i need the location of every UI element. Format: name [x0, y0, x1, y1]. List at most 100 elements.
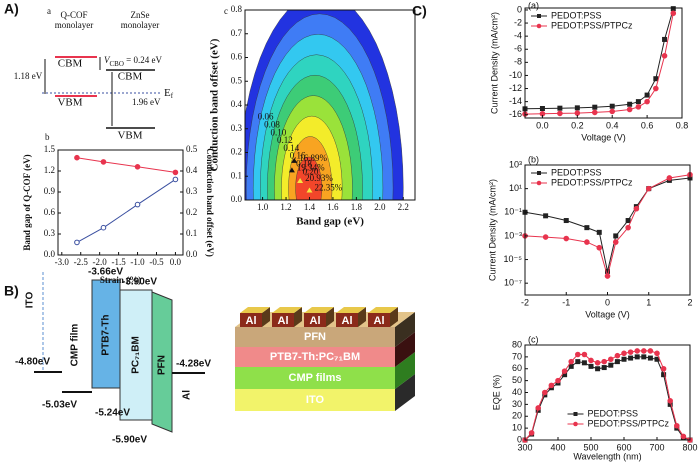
x-tick-label: -1.5 [111, 257, 126, 267]
marker [621, 356, 627, 362]
electrode-label: Al [310, 315, 321, 327]
marker [596, 229, 602, 235]
y-tick-label: 50 [512, 375, 522, 385]
x-tick-label: -3.0 [55, 257, 70, 267]
device-stack: Al Al Al Al Al PFN PTB7-Th:PC₇₁BM CMP films … [235, 307, 415, 411]
legend-label: PEDOT:PSS [551, 10, 602, 20]
marker [574, 105, 580, 111]
layer-box [151, 291, 173, 433]
y-tick-label: 0.3 [44, 228, 56, 238]
marker [557, 110, 563, 117]
layer-label: PC₇₁BM [131, 336, 142, 374]
x-tick-label: 0.4 [606, 120, 619, 130]
marker [627, 101, 633, 107]
y-tick-label: 0.5 [231, 75, 243, 85]
marker [100, 159, 107, 165]
legend-marker [573, 421, 578, 427]
y-tick-label: 30 [512, 399, 522, 409]
marker [644, 98, 650, 105]
marker [581, 351, 588, 358]
x-tick-label: 0.8 [676, 120, 689, 130]
x-tick-label: 1.4 [304, 202, 316, 212]
marker [535, 405, 542, 411]
fermi-label: Ef [164, 87, 174, 100]
electrode-side [358, 307, 366, 327]
electrode-label: Al [342, 315, 353, 327]
panel-label: C) [412, 3, 427, 19]
y-axis-label: Current Density (mA/cm²) [487, 179, 497, 281]
legend-label: PEDOT:PSS/PTPCz [588, 418, 670, 428]
marker [647, 355, 653, 361]
band-label: VBM [57, 97, 82, 109]
x-tick-label: 0.0 [536, 120, 549, 130]
y2-axis-label: Conduction band offset (eV) [205, 148, 215, 257]
marker [661, 52, 668, 59]
y-axis-label: EQE (%) [491, 375, 501, 411]
marker [588, 363, 594, 369]
level-label: -5.24eV [95, 408, 130, 419]
marker [588, 357, 594, 364]
contour-label: 0.06 [258, 112, 274, 122]
x-tick-label: 0 [605, 297, 610, 307]
layer-label: PFN [157, 355, 168, 375]
marker [539, 106, 545, 112]
layer [235, 389, 395, 411]
electrode [272, 313, 294, 327]
series-line [524, 13, 674, 115]
marker [670, 10, 677, 17]
marker [592, 104, 598, 110]
series-line [524, 174, 691, 279]
y-tick-label: 20 [512, 411, 522, 421]
marker [613, 233, 619, 239]
chart: -2 -1 0 1 2 10³ 10¹ 10⁻¹ 10⁻³ 10⁻⁵ 10⁻⁷ Voltage (V)… [487, 154, 693, 319]
marker [612, 239, 619, 245]
marker [591, 109, 598, 116]
level-label: -3.90eV [122, 277, 157, 288]
y-axis-label: Conduction band offset (eV) [209, 38, 221, 171]
contour-label: 0.14 [283, 143, 299, 153]
electrode-label: Al [278, 315, 289, 327]
marker [633, 205, 640, 212]
sub-label: b [45, 132, 50, 142]
marker [625, 218, 631, 224]
electrode-side [294, 307, 302, 327]
electrode [304, 313, 326, 327]
layer-side [395, 352, 415, 389]
chart: -3.0 -2.5 -2.0 -1.5 -1.0 -0.5 0.0 0.0 0.3 0.6 0.9 1… [22, 132, 215, 285]
level-label: -4.80eV [15, 357, 50, 368]
level-label: -4.28eV [176, 359, 211, 370]
layer-label: ITO [306, 394, 325, 406]
y-tick-label: 0.3 [231, 123, 243, 133]
y-tick-label: 0.4 [231, 99, 243, 109]
x-tick-label: -1.0 [130, 257, 145, 267]
y-axis-label: Band gap of Q-COF (eV) [22, 154, 32, 250]
marker [653, 85, 659, 92]
x-axis-label: Strain (%) [100, 275, 141, 285]
y-tick-label: 40 [512, 387, 522, 397]
marker [614, 359, 620, 365]
y-tick-label: 1.5 [44, 144, 56, 154]
y-tick-label: 0 [517, 4, 522, 14]
y2-tick-label: 0.2 [186, 207, 197, 217]
marker [635, 104, 642, 110]
x-tick-label: -2 [521, 297, 529, 307]
x-axis-label: Voltage (V) [585, 309, 630, 319]
y-tick-label: 0.0 [44, 249, 56, 259]
level-label: -3.66eV [88, 267, 123, 278]
electrode-label: Al [374, 315, 385, 327]
marker [561, 368, 568, 374]
marker [634, 348, 641, 354]
marker [641, 348, 647, 354]
marker [596, 244, 603, 251]
series-line [524, 177, 691, 272]
material: monolayer [121, 20, 160, 30]
layer-label: PTB7-Th:PC₇₁BM [270, 351, 360, 363]
sub-label: a [47, 6, 51, 16]
band-label: VBM [117, 130, 142, 142]
x-tick-label: -2.5 [74, 257, 89, 267]
layer [235, 367, 395, 389]
layer [235, 327, 395, 347]
symbol: V [104, 55, 111, 65]
material: ZnSe [131, 10, 150, 20]
marker [595, 366, 601, 372]
